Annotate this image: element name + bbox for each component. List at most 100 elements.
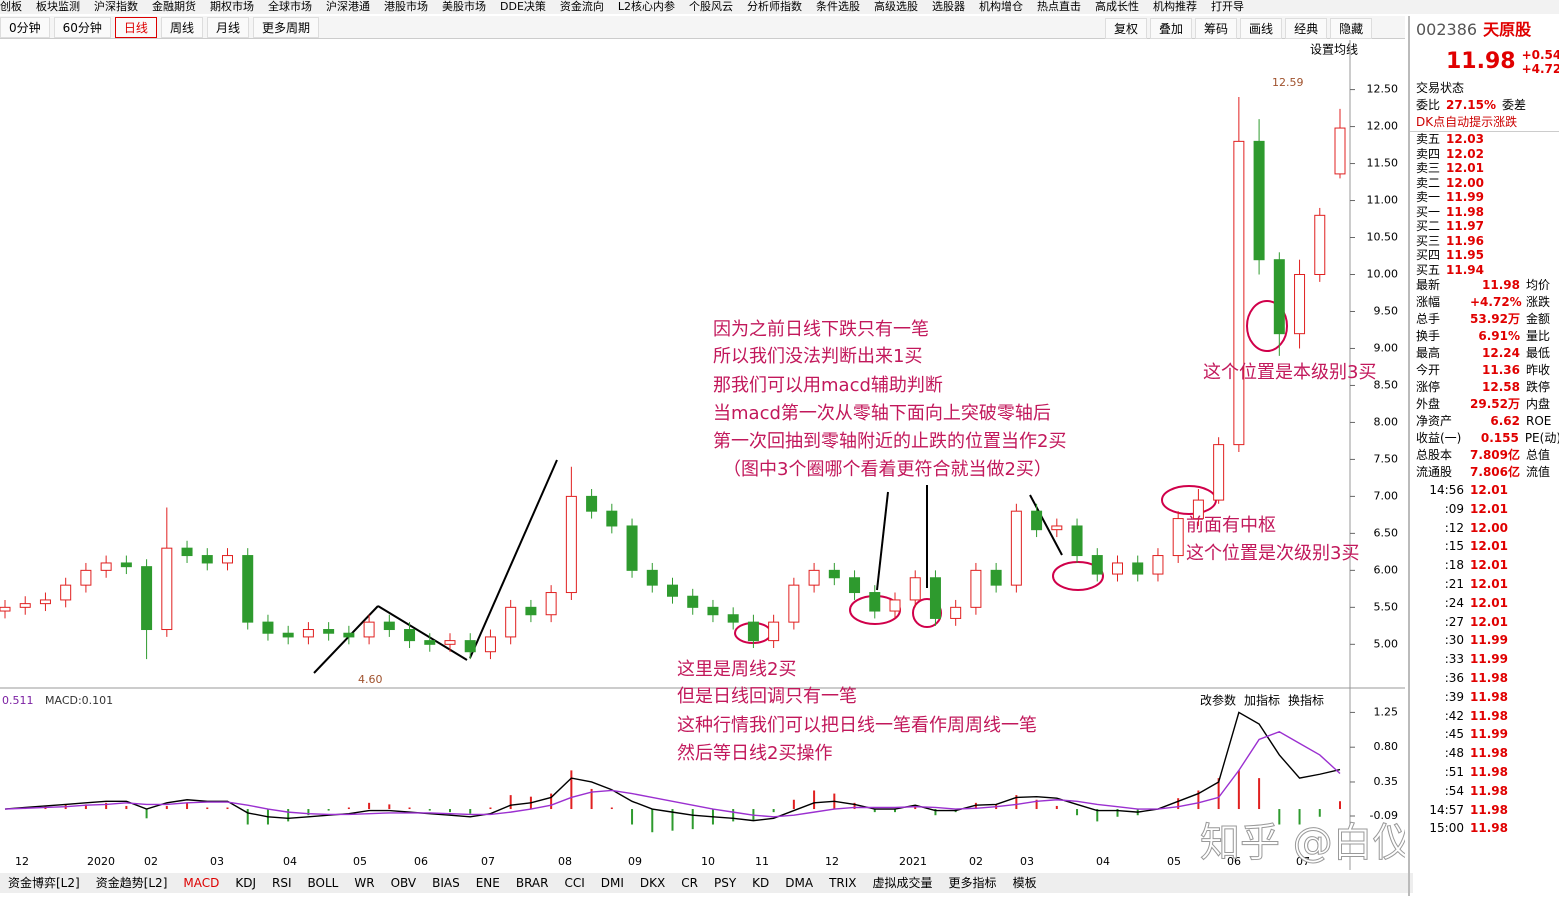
book-row: 卖二 12.00: [1410, 176, 1559, 191]
period-button[interactable]: 60分钟: [53, 16, 111, 38]
indicator-tab[interactable]: MACD: [183, 876, 220, 890]
x-tick-label: 06: [414, 855, 428, 868]
menu-item[interactable]: 分析师指数: [747, 0, 803, 13]
tick-price: 11.98: [1470, 764, 1508, 779]
tick-row: :15 12.01: [1410, 537, 1559, 556]
x-tick-label: 2021: [899, 855, 927, 868]
period-button[interactable]: 周线: [160, 16, 203, 38]
menu-item[interactable]: 热点直击: [1037, 0, 1082, 13]
stat-row: 外盘 29.52万 内盘: [1410, 396, 1559, 413]
x-tick-label: 11: [755, 855, 769, 868]
y-tick-label: 9.00: [1374, 341, 1399, 354]
indicator-tab[interactable]: PSY: [713, 876, 737, 890]
tool-button[interactable]: 隐藏: [1330, 18, 1373, 39]
tip: DK点自动提示涨跌: [1410, 114, 1559, 132]
book-label: 卖四: [1416, 146, 1441, 161]
candle-body: [404, 629, 416, 642]
indicator-tab[interactable]: KDJ: [235, 876, 257, 890]
x-tick-label: 04: [1096, 855, 1110, 868]
menu-item[interactable]: 金融期货: [152, 0, 196, 13]
high-label: 12.59: [1272, 76, 1304, 89]
indicator-tab[interactable]: BIAS: [432, 876, 460, 890]
menu-item[interactable]: 期权市场: [210, 0, 254, 13]
period-button[interactable]: 0分钟: [0, 16, 50, 38]
period-button[interactable]: 更多周期: [252, 16, 319, 38]
book-row: 买二 11.97: [1410, 219, 1559, 234]
candle-body: [141, 566, 153, 631]
indicator-tab[interactable]: BOLL: [307, 876, 339, 890]
indicator-tab[interactable]: WR: [354, 876, 375, 890]
indicator-tab[interactable]: ENE: [475, 876, 500, 890]
candle-body: [849, 577, 861, 594]
tick-row: 14:56 12.01: [1410, 481, 1559, 500]
menu-item[interactable]: 条件选股: [816, 0, 861, 13]
candle-body: [1172, 518, 1184, 557]
indicator-tab[interactable]: 更多指标: [948, 876, 997, 890]
tick-row: :36 11.98: [1410, 669, 1559, 688]
menu-item[interactable]: 创板: [0, 0, 22, 13]
tick-row: :27 12.01: [1410, 613, 1559, 632]
candle-body: [120, 562, 132, 568]
menu-item[interactable]: 板块监测: [36, 0, 80, 13]
tool-button[interactable]: 画线: [1240, 18, 1283, 39]
menu-item[interactable]: 机构增仓: [979, 0, 1024, 13]
stat-row: 今开 11.36 昨收: [1410, 362, 1559, 379]
book-price: 11.95: [1446, 248, 1484, 262]
stat-value: 53.92万: [1470, 312, 1520, 326]
menu-item[interactable]: 港股市场: [384, 0, 428, 13]
annotation: 然后等日线2买操作: [677, 743, 832, 764]
period-button[interactable]: 月线: [206, 16, 249, 38]
indicator-tab[interactable]: RSI: [272, 876, 292, 890]
menu-item[interactable]: 打开导: [1211, 0, 1245, 13]
indicator-tab[interactable]: 虚拟成交量: [872, 876, 933, 890]
tick-time: 14:56: [1429, 483, 1464, 497]
indicator-button[interactable]: 换指标: [1288, 693, 1324, 708]
candle-body: [484, 636, 496, 653]
x-tick-label: 04: [283, 855, 297, 868]
candle-body: [464, 640, 476, 653]
menu-item[interactable]: 美股市场: [442, 0, 486, 13]
y-tick-label: 12.00: [1367, 120, 1399, 133]
indicator-tab[interactable]: 资金趋势[L2]: [95, 876, 168, 890]
menu-item[interactable]: 高成长性: [1095, 0, 1140, 13]
tick-price: 12.01: [1470, 539, 1508, 554]
stat-row: 换手 6.91% 量比: [1410, 328, 1559, 345]
tool-button[interactable]: 复权: [1105, 18, 1148, 39]
menu-item[interactable]: 高级选股: [874, 0, 919, 13]
tick-price: 11.99: [1470, 652, 1508, 667]
menu-item[interactable]: 机构推荐: [1153, 0, 1198, 13]
menu-item[interactable]: DDE决策: [500, 0, 546, 13]
indicator-button[interactable]: 改参数: [1200, 693, 1236, 708]
indicator-tab[interactable]: 模板: [1012, 876, 1037, 890]
menu-item[interactable]: L2核心内参: [617, 0, 676, 13]
indicator-button[interactable]: 加指标: [1244, 693, 1280, 708]
menu-item[interactable]: 选股器: [932, 0, 966, 13]
tick-row: :33 11.99: [1410, 650, 1559, 669]
indicator-tab[interactable]: DKX: [639, 876, 666, 890]
tick-time: :36: [1444, 670, 1464, 685]
indicator-tab[interactable]: 资金博弈[L2]: [8, 876, 80, 890]
indicator-tab[interactable]: BRAR: [515, 876, 549, 890]
menu-item[interactable]: 沪深指数: [94, 0, 138, 13]
menu-item[interactable]: 全球市场: [268, 0, 312, 13]
tool-button[interactable]: 经典: [1285, 18, 1328, 39]
ma-setting[interactable]: 设置均线: [1310, 43, 1358, 57]
indicator-tab[interactable]: OBV: [390, 876, 417, 890]
tool-button[interactable]: 筹码: [1195, 18, 1238, 39]
indicator-tab[interactable]: KD: [752, 876, 770, 890]
menu-item[interactable]: 个股风云: [689, 0, 734, 13]
tool-button[interactable]: 叠加: [1150, 18, 1193, 39]
candle-body: [39, 599, 51, 605]
indicator-tab[interactable]: CR: [681, 876, 698, 890]
x-tick-label: 02: [969, 855, 983, 868]
menu-item[interactable]: 沪深港通: [326, 0, 370, 13]
indicator-tab[interactable]: TRIX: [829, 876, 857, 890]
period-button[interactable]: 日线: [114, 16, 157, 38]
indicator-tab[interactable]: CCI: [564, 876, 585, 890]
x-tick-label: 03: [210, 855, 224, 868]
dif-line: [4, 711, 1341, 822]
indicator-tab[interactable]: DMI: [600, 876, 624, 890]
indicator-tab[interactable]: DMA: [785, 876, 814, 890]
menu-item[interactable]: 资金流向: [559, 0, 604, 13]
tick-price: 11.98: [1470, 746, 1508, 761]
